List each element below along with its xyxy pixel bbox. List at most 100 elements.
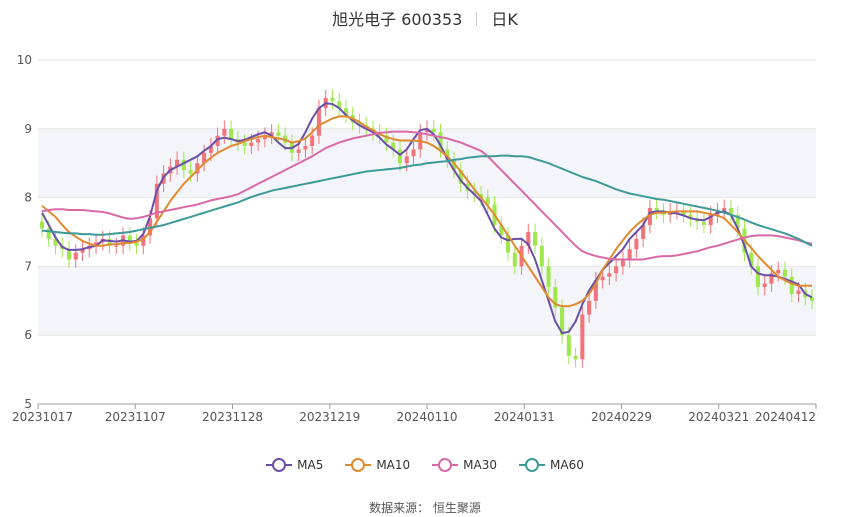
legend-item-ma60[interactable]: MA60 (519, 458, 584, 472)
candle-body (303, 146, 308, 150)
y-tick-label: 8 (24, 191, 32, 205)
candle (431, 120, 436, 141)
legend-marker-ma10 (345, 458, 372, 472)
candle (512, 244, 517, 275)
candle (789, 268, 794, 303)
legend-marker-ma5 (266, 458, 293, 472)
candle-body (607, 273, 612, 277)
candle-body (587, 300, 592, 315)
candle-body (593, 280, 598, 301)
candle-body (276, 132, 281, 136)
y-tick-label: 5 (24, 397, 32, 411)
legend-marker-ma60 (519, 458, 546, 472)
candle (587, 292, 592, 323)
candle-body (722, 207, 727, 212)
candle-body (769, 273, 774, 284)
stock-name: 旭光电子 600353 (332, 10, 463, 29)
grid-layer (38, 59, 816, 405)
candle (776, 261, 781, 282)
ma-lines (41, 102, 813, 335)
candle-body (647, 207, 652, 226)
candle (262, 127, 267, 148)
candle (647, 199, 652, 234)
candle (195, 154, 200, 182)
candle (809, 289, 815, 310)
candle (330, 89, 335, 110)
candle-body (708, 214, 713, 226)
x-tick-label: 20240131 (494, 410, 555, 424)
candle-body (188, 170, 193, 174)
candle-body (316, 108, 321, 136)
candle-body (94, 242, 99, 246)
candle (614, 258, 619, 282)
candle-body (384, 135, 389, 143)
candle (681, 203, 686, 224)
candle (242, 134, 247, 155)
candle-body (512, 252, 517, 267)
candle-body (472, 190, 477, 195)
legend-item-ma10[interactable]: MA10 (345, 458, 410, 472)
candle (53, 230, 58, 255)
candle (688, 206, 693, 227)
chart-title: 旭光电子 600353 日K (0, 6, 850, 30)
legend-item-ma5[interactable]: MA5 (266, 458, 323, 472)
candle-body (479, 194, 484, 198)
candle (397, 141, 403, 172)
candle-body (73, 252, 78, 260)
period-label: 日K (491, 10, 518, 29)
candle (66, 240, 72, 268)
candle-body (202, 152, 207, 164)
ma-line-ma5 (41, 102, 813, 335)
candle-body (533, 232, 538, 246)
x-tick-label: 20231128 (202, 410, 263, 424)
candle-body (796, 290, 801, 294)
legend-label-ma30: MA30 (463, 458, 498, 472)
candle-body (53, 238, 58, 246)
candle (215, 127, 220, 155)
candle (573, 347, 578, 368)
candle (762, 275, 767, 296)
candle-body (749, 252, 754, 267)
legend-label-ma60: MA60 (550, 458, 584, 472)
candle (175, 151, 180, 175)
candle (749, 244, 754, 275)
candle-body (39, 221, 45, 229)
candle (620, 251, 625, 275)
candle-body (566, 335, 571, 356)
candle-body (627, 249, 632, 260)
candle (80, 240, 85, 261)
kline-chart: 5 6 7 8 9 10 20231017 20231107 20231128 20231219… (12, 53, 817, 424)
ma-line-ma30 (41, 130, 813, 261)
candle-body (181, 159, 186, 171)
candle-body (148, 218, 153, 236)
candle (506, 227, 511, 261)
candle (701, 213, 706, 234)
candle-body (789, 276, 794, 294)
candle-body (154, 183, 159, 219)
candle-body (296, 149, 301, 153)
legend-item-ma30[interactable]: MA30 (432, 458, 497, 472)
y-axis: 5 6 7 8 9 10 (17, 53, 32, 411)
candle (276, 123, 281, 144)
candle (134, 234, 139, 255)
candle (641, 216, 646, 248)
candle-body (310, 135, 315, 146)
x-tick-label: 20240321 (688, 410, 749, 424)
candle-body (141, 235, 146, 246)
x-axis: 20231017 20231107 20231128 20231219 20240110… (12, 404, 817, 424)
candle-body (485, 197, 490, 205)
candle-body (114, 245, 119, 247)
candle (566, 326, 571, 365)
data-source: 数据来源： 恒生聚源 (0, 499, 850, 516)
candle-body (445, 149, 450, 160)
candle-body (553, 287, 558, 308)
candle (114, 237, 119, 255)
candle (499, 216, 504, 244)
candle-body (330, 97, 335, 102)
candle-body (634, 238, 639, 250)
candle (722, 199, 727, 220)
y-tick-label: 7 (24, 259, 32, 273)
candle (445, 141, 450, 169)
source-name: 恒生聚源 (432, 501, 481, 515)
candle-body (762, 283, 767, 288)
